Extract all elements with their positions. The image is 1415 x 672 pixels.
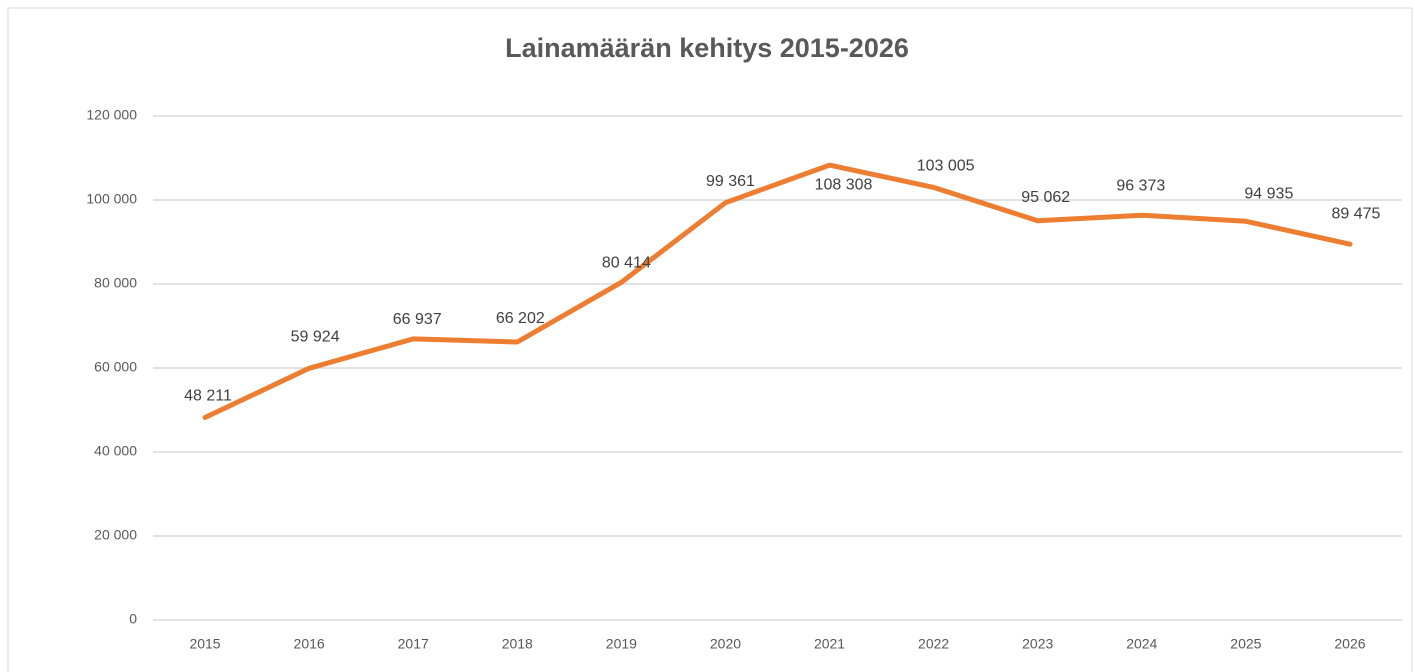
x-tick-label: 2022 (918, 636, 949, 652)
data-label: 94 935 (1244, 185, 1293, 202)
chart-title: Lainamäärän kehitys 2015-2026 (505, 33, 909, 63)
data-label: 66 202 (496, 310, 545, 327)
data-label: 108 308 (815, 176, 873, 193)
data-label: 95 062 (1021, 189, 1070, 206)
data-label: 80 414 (602, 254, 651, 271)
x-tick-label: 2024 (1126, 636, 1157, 652)
y-tick-label: 0 (129, 611, 137, 627)
data-label: 48 211 (184, 388, 232, 405)
data-label: 96 373 (1116, 177, 1165, 194)
x-tick-label: 2025 (1230, 636, 1261, 652)
y-tick-label: 100 000 (86, 191, 137, 207)
data-label: 99 361 (706, 173, 755, 190)
x-tick-label: 2023 (1022, 636, 1053, 652)
y-tick-label: 40 000 (94, 443, 137, 459)
data-line (202, 162, 1353, 420)
x-tick-label: 2019 (606, 636, 637, 652)
y-tick-label: 120 000 (86, 107, 137, 123)
y-tick-label: 60 000 (94, 359, 137, 375)
x-tick-label: 2021 (814, 636, 845, 652)
y-tick-label: 20 000 (94, 527, 137, 543)
data-label: 66 937 (393, 311, 442, 328)
y-tick-label: 80 000 (94, 275, 137, 291)
x-tick-label: 2017 (398, 636, 429, 652)
x-tick-label: 2026 (1334, 636, 1365, 652)
chart-frame (7, 7, 1413, 672)
x-tick-label: 2020 (710, 636, 741, 652)
data-label: 103 005 (917, 158, 975, 175)
data-label: 89 475 (1331, 205, 1380, 222)
x-tick-label: 2018 (502, 636, 533, 652)
data-label: 59 924 (291, 329, 340, 346)
x-tick-label: 2016 (294, 636, 325, 652)
x-tick-label: 2015 (189, 636, 220, 652)
